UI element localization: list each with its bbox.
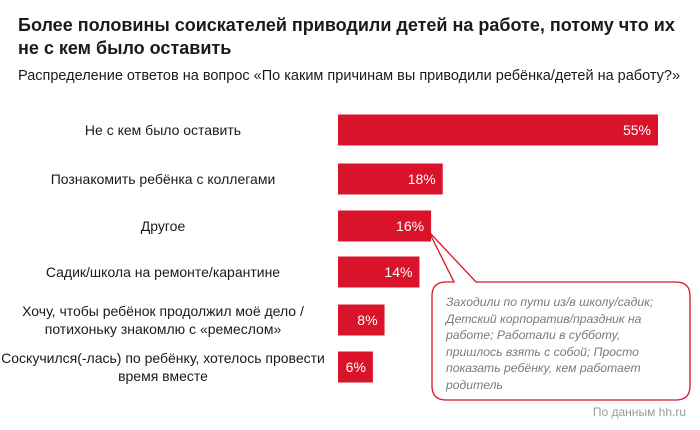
bar-4 [338,304,385,336]
other-answers-note: Заходили по пути из/в школу/садик; Детск… [446,295,654,392]
category-label-5: Соскучился(-лась) по ребёнку, хотелось п… [1,350,325,384]
category-label-1: Познакомить ребёнка с коллегами [50,171,276,187]
callout-bubble [428,231,691,401]
category-label-3: Садик/школа на ремонте/карантине [45,264,281,280]
bar-value-label-2: 16% [396,218,424,234]
bar-value-label-5: 6% [346,359,366,375]
source-label: По данным hh.ru [592,405,686,419]
category-label-2: Другое [140,218,186,234]
bar-2 [338,210,432,242]
chart-subtitle: Распределение ответов на вопрос «По каки… [18,68,681,84]
bar-1 [338,163,443,195]
bar-value-label-3: 14% [384,264,412,280]
bar-5 [338,351,373,383]
bar-0 [338,114,658,146]
chart-title: Более половины соискателей приводили дет… [18,15,675,58]
bar-value-label-1: 18% [408,171,436,187]
bar-value-label-0: 55% [623,122,651,138]
category-label-0: Не с кем было оставить [84,122,242,138]
category-label-4: Хочу, чтобы ребёнок продолжил моё дело /… [22,303,304,337]
bar-3 [338,256,420,288]
bar-value-label-4: 8% [357,312,377,328]
